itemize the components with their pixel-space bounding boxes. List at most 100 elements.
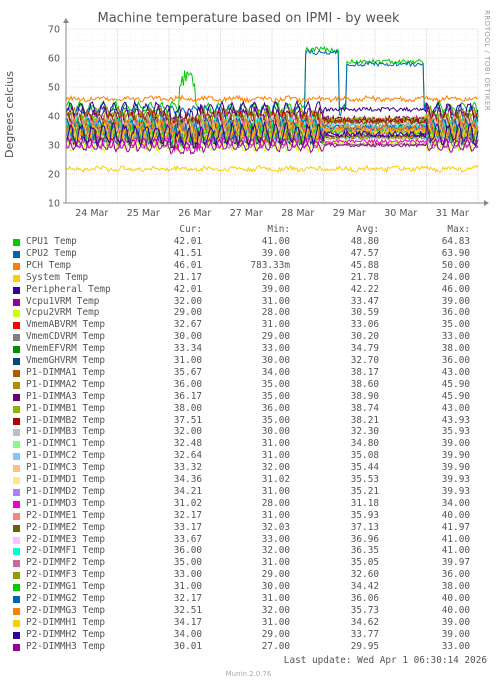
legend-row: P1-DIMMA3 Temp 36.17 35.00 38.90 45.90 — [0, 391, 497, 403]
legend-swatch — [13, 310, 20, 318]
legend-value-min: 31.00 — [261, 509, 290, 521]
legend-value-min: 39.00 — [261, 283, 290, 295]
legend-row: P1-DIMMC2 Temp 32.64 31.00 35.08 39.90 — [0, 450, 497, 462]
legend-value-max: 43.93 — [441, 414, 470, 426]
legend-swatch — [13, 631, 20, 639]
legend-value-min: 29.00 — [261, 569, 290, 581]
legend-value-avg: 36.35 — [350, 545, 379, 557]
legend-row: VmemABVRM Temp 32.67 31.00 33.06 35.00 — [0, 319, 497, 331]
legend-value-min: 31.00 — [261, 616, 290, 628]
legend-value-max: 34.00 — [441, 497, 470, 509]
legend-value-min: 32.03 — [261, 521, 290, 533]
chart-series-lines — [65, 45, 479, 174]
legend-value-avg: 35.53 — [350, 474, 379, 485]
legend-value-avg: 34.62 — [350, 616, 379, 628]
legend-row: CPU2 Temp 41.51 39.00 47.57 63.90 — [0, 248, 497, 260]
legend-series-name: P2-DIMMF2 Temp — [26, 557, 106, 569]
legend-value-avg: 33.77 — [350, 628, 379, 640]
legend-value-cur: 37.51 — [173, 414, 202, 426]
legend-row: PCH Temp 46.01 783.33m 45.88 50.00 — [0, 260, 497, 272]
legend-swatch — [13, 607, 20, 615]
legend-series-name: VmemGHVRM Temp — [26, 355, 106, 366]
legend-value-max: 43.00 — [441, 402, 470, 414]
legend-header-row: Cur: Min: Avg: Max: — [0, 224, 497, 236]
x-tick-label: 29 Mar — [333, 208, 366, 219]
legend-row: P2-DIMMG2 Temp 32.17 31.00 36.06 40.00 — [0, 593, 497, 605]
legend-value-max: 40.00 — [441, 509, 470, 521]
legend-value-cur: 46.01 — [173, 259, 202, 271]
legend-series-name: P2-DIMMF3 Temp — [26, 569, 106, 581]
chart-plot: 10 20 30 40 50 60 70 24 Mar 25 Mar 26 Mar 27 Mar 28… — [48, 18, 489, 219]
legend-value-min: 34.00 — [261, 366, 290, 378]
legend-row: P1-DIMMB1 Temp 38.00 36.00 38.74 43.00 — [0, 403, 497, 415]
legend-value-min: 33.00 — [261, 533, 290, 545]
chart-title: Machine temperature based on IPMI - by w… — [97, 11, 400, 26]
legend-swatch — [13, 524, 20, 532]
legend-swatch — [13, 619, 20, 627]
legend-value-max: 35.93 — [441, 426, 470, 438]
legend-value-max: 39.00 — [441, 438, 470, 450]
legend-value-max: 39.00 — [441, 616, 470, 628]
legend-value-avg: 38.74 — [350, 402, 379, 414]
legend-value-cur: 32.17 — [173, 593, 202, 604]
legend-value-avg: 33.06 — [350, 319, 379, 331]
legend-value-max: 39.93 — [441, 474, 470, 485]
legend-value-avg: 38.21 — [350, 414, 379, 426]
legend-value-min: 20.00 — [261, 271, 290, 283]
legend-value-cur: 34.00 — [173, 628, 202, 640]
legend-value-cur: 30.01 — [173, 640, 202, 652]
legend-value-min: 32.00 — [261, 604, 290, 616]
legend-value-min: 35.00 — [261, 378, 290, 390]
legend-series-name: P2-DIMMH3 Temp — [26, 640, 106, 652]
legend-series-name: PCH Temp — [26, 259, 72, 271]
legend-value-min: 31.00 — [261, 557, 290, 569]
legend-value-avg: 34.79 — [350, 343, 379, 355]
legend-swatch — [13, 429, 20, 437]
legend-value-cur: 21.17 — [173, 271, 202, 283]
legend-row: P2-DIMMF1 Temp 36.00 32.00 36.35 41.00 — [0, 545, 497, 557]
legend-swatch — [13, 250, 20, 258]
legend-value-avg: 36.06 — [350, 593, 379, 604]
legend-series-name: P2-DIMMG3 Temp — [26, 604, 106, 616]
legend-row: P1-DIMMD1 Temp 34.36 31.02 35.53 39.93 — [0, 474, 497, 486]
legend-series-name: P1-DIMMD1 Temp — [26, 474, 106, 485]
legend-swatch — [13, 369, 20, 377]
legend-value-max: 40.00 — [441, 593, 470, 604]
legend-row: P2-DIMME2 Temp 33.17 32.03 37.13 41.97 — [0, 522, 497, 534]
legend-value-max: 50.00 — [441, 259, 470, 271]
last-update: Last update: Wed Apr 1 06:30:14 2026 — [283, 655, 487, 666]
rrdtool-credit: RRDTOOL / TOBI OETIKER — [483, 10, 491, 112]
legend-series-name: Vcpu2VRM Temp — [26, 307, 100, 319]
legend-value-min: 31.00 — [261, 319, 290, 331]
legend-value-max: 43.00 — [441, 366, 470, 378]
legend-row: System Temp 21.17 20.00 21.78 24.00 — [0, 272, 497, 284]
legend-value-max: 36.00 — [441, 569, 470, 581]
legend-swatch — [13, 417, 20, 425]
legend-value-avg: 38.90 — [350, 390, 379, 402]
series-line-vmemcdvrm-temp — [65, 138, 479, 149]
legend-value-min: 32.00 — [261, 545, 290, 557]
legend-swatch — [13, 548, 20, 556]
legend-value-max: 39.93 — [441, 485, 470, 497]
legend-value-min: 783.33m — [250, 259, 290, 271]
y-tick-label: 60 — [48, 54, 60, 65]
y-tick-label: 10 — [48, 199, 60, 210]
legend-value-max: 39.97 — [441, 557, 470, 569]
legend-value-max: 40.00 — [441, 604, 470, 616]
legend-row: P2-DIMME3 Temp 33.67 33.00 36.96 41.00 — [0, 534, 497, 546]
x-tick-label: 24 Mar — [75, 208, 108, 219]
legend-value-max: 63.90 — [441, 247, 470, 259]
legend-value-max: 64.83 — [441, 236, 470, 247]
legend-series-name: VmemABVRM Temp — [26, 319, 106, 331]
legend-series-name: P1-DIMMC2 Temp — [26, 450, 106, 462]
legend-row: P2-DIMMG1 Temp 31.00 30.00 34.42 38.00 — [0, 581, 497, 593]
legend-series-name: Peripheral Temp — [26, 283, 111, 295]
legend-series-name: P1-DIMMC3 Temp — [26, 462, 106, 474]
legend-value-min: 30.00 — [261, 355, 290, 366]
legend-value-cur: 33.17 — [173, 521, 202, 533]
legend-value-avg: 38.17 — [350, 366, 379, 378]
legend-value-avg: 36.96 — [350, 533, 379, 545]
legend-value-cur: 31.00 — [173, 355, 202, 366]
legend-value-cur: 36.00 — [173, 545, 202, 557]
legend-value-min: 33.00 — [261, 343, 290, 355]
